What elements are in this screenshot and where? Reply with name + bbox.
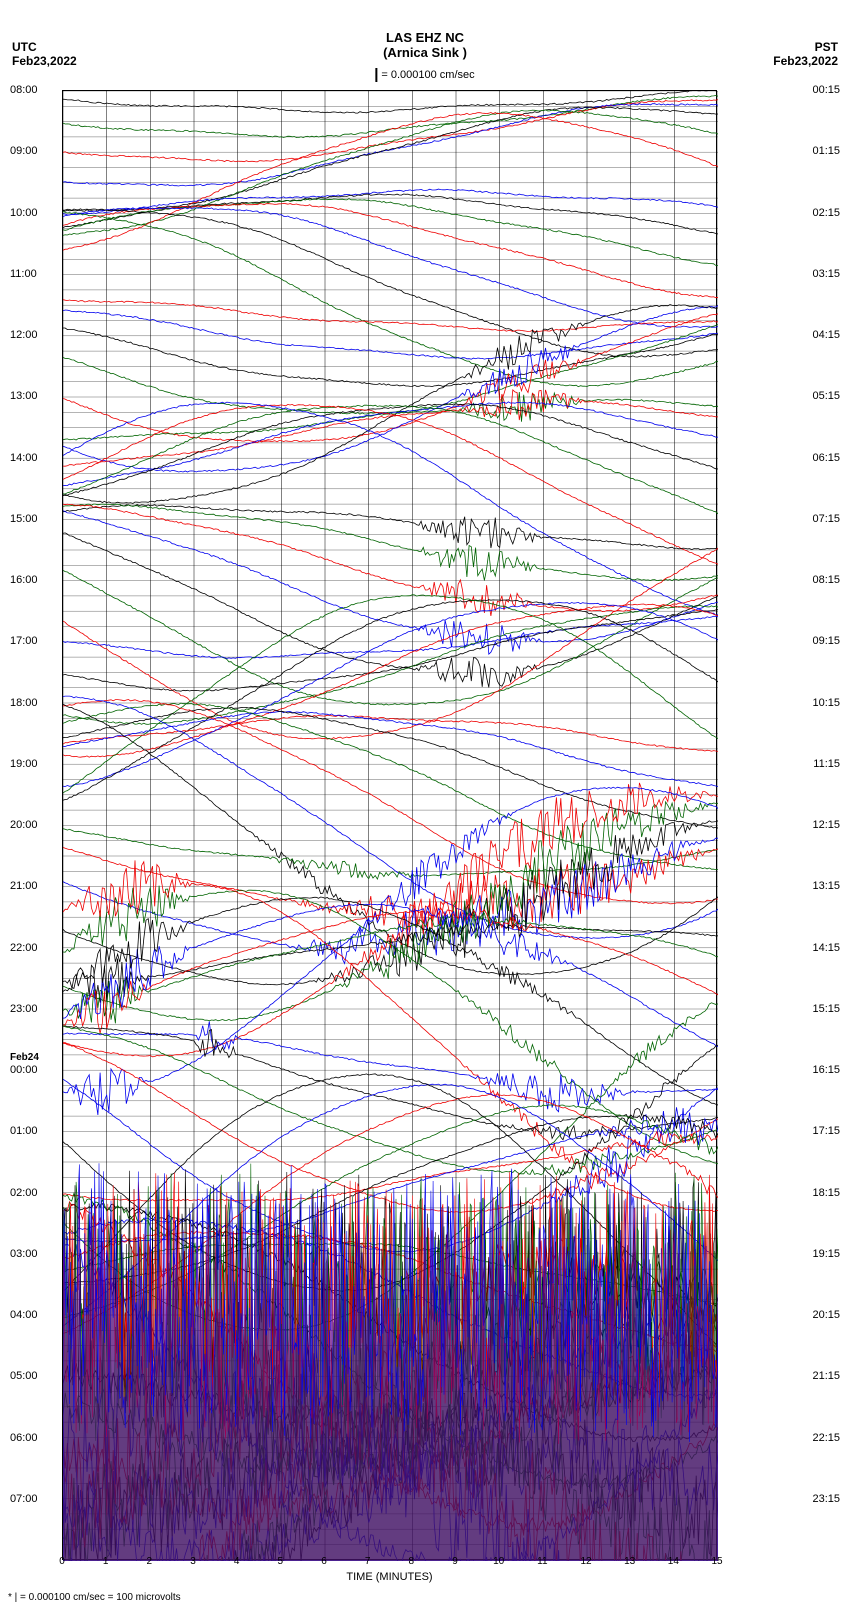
x-tick-12: 12 <box>580 1556 591 1567</box>
x-tick-14: 14 <box>668 1556 679 1567</box>
left-hour-7: 15:00 <box>10 513 60 525</box>
x-tick-13: 13 <box>624 1556 635 1567</box>
left-hour-18: 02:00 <box>10 1187 60 1199</box>
right-hour-20: 20:15 <box>790 1309 840 1321</box>
left-hour-10: 18:00 <box>10 697 60 709</box>
right-hour-5: 05:15 <box>790 390 840 402</box>
right-hour-3: 03:15 <box>790 268 840 280</box>
left-hour-8: 16:00 <box>10 574 60 586</box>
left-hour-0: 08:00 <box>10 84 60 96</box>
x-tick-7: 7 <box>365 1556 371 1567</box>
right-hour-13: 13:15 <box>790 880 840 892</box>
right-hour-11: 11:15 <box>790 758 840 770</box>
left-hour-labels: 08:0009:0010:0011:0012:0013:0014:0015:00… <box>10 90 60 1560</box>
right-hour-15: 15:15 <box>790 1003 840 1015</box>
x-tick-5: 5 <box>278 1556 284 1567</box>
x-tick-9: 9 <box>452 1556 458 1567</box>
left-hour-16: 00:00 <box>10 1064 60 1076</box>
right-hour-4: 04:15 <box>790 329 840 341</box>
footer-scale: * | = 0.000100 cm/sec = 100 microvolts <box>8 1592 181 1603</box>
right-hour-10: 10:15 <box>790 697 840 709</box>
left-hour-2: 10:00 <box>10 207 60 219</box>
right-hour-1: 01:15 <box>790 145 840 157</box>
left-hour-22: 06:00 <box>10 1432 60 1444</box>
tz-right: PST Feb23,2022 <box>773 40 838 68</box>
right-hour-21: 21:15 <box>790 1370 840 1382</box>
right-hour-16: 16:15 <box>790 1064 840 1076</box>
x-tick-15: 15 <box>711 1556 722 1567</box>
left-hour-11: 19:00 <box>10 758 60 770</box>
left-hour-20: 04:00 <box>10 1309 60 1321</box>
chart-title-2: (Arnica Sink ) <box>383 45 467 60</box>
helicorder-svg <box>63 91 718 1561</box>
right-hour-23: 23:15 <box>790 1493 840 1505</box>
x-tick-10: 10 <box>493 1556 504 1567</box>
x-tick-11: 11 <box>537 1556 547 1567</box>
right-hour-0: 00:15 <box>790 84 840 96</box>
right-hour-17: 17:15 <box>790 1125 840 1137</box>
right-hour-labels: 00:1501:1502:1503:1504:1505:1506:1507:15… <box>790 90 840 1560</box>
x-tick-8: 8 <box>409 1556 415 1567</box>
left-hour-14: 22:00 <box>10 942 60 954</box>
right-hour-22: 22:15 <box>790 1432 840 1444</box>
x-tick-2: 2 <box>147 1556 153 1567</box>
x-axis-label: TIME (MINUTES) <box>62 1571 717 1583</box>
x-tick-6: 6 <box>321 1556 327 1567</box>
right-hour-12: 12:15 <box>790 819 840 831</box>
right-hour-7: 07:15 <box>790 513 840 525</box>
left-hour-15: 23:00 <box>10 1003 60 1015</box>
left-hour-12: 20:00 <box>10 819 60 831</box>
left-hour-17: 01:00 <box>10 1125 60 1137</box>
right-hour-8: 08:15 <box>790 574 840 586</box>
x-tick-3: 3 <box>190 1556 196 1567</box>
scale-note: = 0.000100 cm/sec <box>375 68 474 82</box>
right-hour-19: 19:15 <box>790 1248 840 1260</box>
chart-title-1: LAS EHZ NC <box>383 30 467 45</box>
date-split: Feb24 <box>10 1052 60 1063</box>
x-tick-1: 1 <box>103 1556 109 1567</box>
right-hour-9: 09:15 <box>790 635 840 647</box>
left-hour-6: 14:00 <box>10 452 60 464</box>
left-hour-21: 05:00 <box>10 1370 60 1382</box>
left-hour-19: 03:00 <box>10 1248 60 1260</box>
right-hour-2: 02:15 <box>790 207 840 219</box>
helicorder-plot <box>62 90 717 1560</box>
left-hour-1: 09:00 <box>10 145 60 157</box>
x-tick-0: 0 <box>59 1556 65 1567</box>
left-hour-3: 11:00 <box>10 268 60 280</box>
right-hour-6: 06:15 <box>790 452 840 464</box>
x-tick-4: 4 <box>234 1556 240 1567</box>
right-hour-14: 14:15 <box>790 942 840 954</box>
left-hour-4: 12:00 <box>10 329 60 341</box>
left-hour-5: 13:00 <box>10 390 60 402</box>
left-hour-13: 21:00 <box>10 880 60 892</box>
left-hour-23: 07:00 <box>10 1493 60 1505</box>
left-hour-9: 17:00 <box>10 635 60 647</box>
x-axis: 0123456789101112131415 TIME (MINUTES) <box>62 1556 717 1583</box>
tz-left: UTC Feb23,2022 <box>12 40 77 68</box>
right-hour-18: 18:15 <box>790 1187 840 1199</box>
